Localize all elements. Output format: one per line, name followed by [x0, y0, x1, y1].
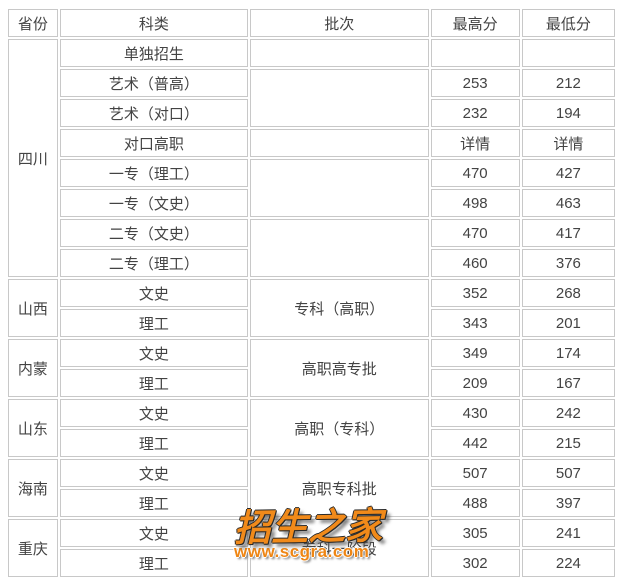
cell-min-score: 212 [521, 69, 615, 97]
table-row: 艺术（对口） 232 194 [8, 99, 615, 127]
table-row: 对口高职 详情 详情 [8, 129, 615, 157]
table-row: 内蒙 文史 高职高专批 349 174 [8, 339, 615, 397]
cell-min-score: 242 [521, 399, 615, 427]
cell-max-score: 488 [430, 489, 520, 517]
cell-batch: 高职专科批 [250, 459, 429, 517]
cell-category: 二专（文史） [59, 219, 249, 247]
cell-max-score: 209 [430, 369, 520, 397]
cell-max-score: 352 [430, 279, 520, 307]
cell-batch: 专科（高职） [250, 279, 429, 337]
cell-max-score: 232 [430, 99, 520, 127]
cell-max-score: 460 [430, 249, 520, 277]
header-batch: 批次 [250, 9, 429, 37]
cell-category: 文史 [59, 459, 249, 487]
cell-category: 一专（文史） [59, 189, 249, 217]
cell-max-score: 349 [430, 339, 520, 367]
cell-max-score: 442 [430, 429, 520, 457]
table-row: 理工 209 167 [8, 369, 615, 397]
cell-max-score: 305 [430, 519, 520, 547]
cell-category: 理工 [59, 309, 249, 337]
cell-min-score: 376 [521, 249, 615, 277]
header-category: 科类 [59, 9, 249, 37]
table-row: 二专（理工） 460 376 [8, 249, 615, 277]
cell-min-score: 507 [521, 459, 615, 487]
cell-category: 理工 [59, 549, 249, 577]
cell-max-score: 430 [430, 399, 520, 427]
cell-batch [250, 39, 429, 67]
cell-province: 海南 [8, 459, 58, 517]
table-row: 山东 文史 高职（专科） 430 242 [8, 399, 615, 457]
cell-batch [250, 129, 429, 157]
table-row: 四川 单独招生 [8, 39, 615, 277]
cell-min-score: 417 [521, 219, 615, 247]
page: 省份 科类 批次 最高分 最低分 四川 单独招生 艺术（普高） 253 212 … [0, 7, 617, 583]
table-row: 理工 343 201 [8, 309, 615, 337]
cell-min-score: 427 [521, 159, 615, 187]
cell-min-score: 397 [521, 489, 615, 517]
admission-scores-table: 省份 科类 批次 最高分 最低分 四川 单独招生 艺术（普高） 253 212 … [6, 7, 617, 579]
cell-province: 山西 [8, 279, 58, 337]
cell-max-score: 343 [430, 309, 520, 337]
header-max-score: 最高分 [430, 9, 520, 37]
cell-category: 文史 [59, 279, 249, 307]
cell-province: 重庆 [8, 519, 58, 577]
cell-category: 理工 [59, 369, 249, 397]
table-row: 理工 302 224 [8, 549, 615, 577]
cell-category: 理工 [59, 489, 249, 517]
cell-province: 四川 [8, 39, 58, 277]
cell-min-score: 224 [521, 549, 615, 577]
cell-min-score [521, 39, 615, 67]
cell-min-score: 241 [521, 519, 615, 547]
table-row: 一专（理工） 470 427 [8, 159, 615, 217]
cell-max-score: 302 [430, 549, 520, 577]
table-row: 理工 442 215 [8, 429, 615, 457]
table-row: 艺术（普高） 253 212 [8, 69, 615, 127]
cell-category: 艺术（普高） [59, 69, 249, 97]
cell-category: 艺术（对口） [59, 99, 249, 127]
cell-category: 理工 [59, 429, 249, 457]
table-row: 山西 文史 专科（高职） 352 268 [8, 279, 615, 337]
table-header-row: 省份 科类 批次 最高分 最低分 [8, 9, 615, 37]
cell-max-score: 470 [430, 219, 520, 247]
cell-category: 二专（理工） [59, 249, 249, 277]
table-row: 海南 文史 高职专科批 507 507 [8, 459, 615, 517]
cell-batch [250, 219, 429, 277]
cell-max-score: 470 [430, 159, 520, 187]
cell-min-score: 215 [521, 429, 615, 457]
cell-min-score: 201 [521, 309, 615, 337]
table-row: 二专（文史） 470 417 [8, 219, 615, 277]
cell-batch [250, 69, 429, 127]
cell-category: 文史 [59, 519, 249, 547]
cell-category: 一专（理工） [59, 159, 249, 187]
cell-province: 内蒙 [8, 339, 58, 397]
cell-max-score [430, 39, 520, 67]
cell-category: 单独招生 [59, 39, 249, 67]
cell-min-score: 174 [521, 339, 615, 367]
cell-min-score: 194 [521, 99, 615, 127]
cell-province: 山东 [8, 399, 58, 457]
details-link[interactable]: 详情 [430, 129, 520, 157]
header-min-score: 最低分 [521, 9, 615, 37]
cell-batch: 高职高专批 [250, 339, 429, 397]
cell-category: 文史 [59, 399, 249, 427]
cell-min-score: 268 [521, 279, 615, 307]
header-province: 省份 [8, 9, 58, 37]
table-row: 一专（文史） 498 463 [8, 189, 615, 217]
details-link[interactable]: 详情 [521, 129, 615, 157]
table-row: 重庆 文史 专科一阶段 305 241 [8, 519, 615, 577]
cell-batch: 高职（专科） [250, 399, 429, 457]
cell-min-score: 463 [521, 189, 615, 217]
table-row: 理工 488 397 [8, 489, 615, 517]
cell-category: 对口高职 [59, 129, 249, 157]
cell-max-score: 507 [430, 459, 520, 487]
cell-max-score: 498 [430, 189, 520, 217]
cell-batch: 专科一阶段 [250, 519, 429, 577]
cell-max-score: 253 [430, 69, 520, 97]
cell-batch [250, 159, 429, 217]
cell-min-score: 167 [521, 369, 615, 397]
cell-category: 文史 [59, 339, 249, 367]
